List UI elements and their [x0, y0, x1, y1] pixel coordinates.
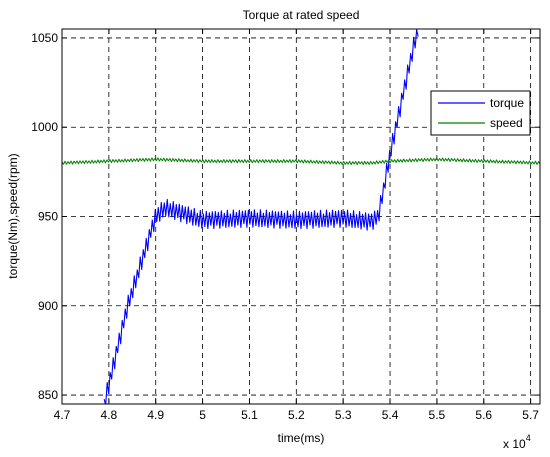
x-tick-label: 5.4: [382, 408, 399, 422]
y-axis-label: torque(Nm),speed(rpm): [6, 153, 20, 278]
y-tick-label: 900: [38, 299, 58, 313]
x-multiplier-base: x 10: [503, 437, 526, 451]
x-tick-label: 5.6: [475, 408, 492, 422]
legend-label-torque: torque: [490, 96, 524, 110]
x-tick-label: 5.2: [288, 408, 305, 422]
y-tick-label: 1000: [31, 120, 58, 134]
x-tick-labels: 4.7 4.8 4.9 5 5.1 5.2 5.3 5.4 5.5 5.6 5.7: [54, 408, 540, 422]
y-tick-label: 850: [38, 388, 58, 402]
y-tick-label: 950: [38, 210, 58, 224]
x-tick-label: 4.7: [54, 408, 71, 422]
x-tick-label: 4.8: [101, 408, 118, 422]
x-tick-label: 5.7: [522, 408, 539, 422]
legend-label-speed: speed: [490, 116, 523, 130]
x-multiplier-exponent: 4: [526, 433, 531, 443]
x-multiplier: x 104: [503, 433, 531, 451]
y-tick-label: 1050: [31, 31, 58, 45]
legend: torque speed: [430, 90, 531, 136]
legend-box: [430, 90, 531, 136]
x-tick-label: 5.3: [335, 408, 352, 422]
ticks: [61, 29, 540, 404]
series-layer: [62, 29, 540, 404]
x-tick-label: 4.9: [147, 408, 164, 422]
x-axis-label: time(ms): [278, 431, 325, 445]
chart-title: Torque at rated speed: [243, 8, 360, 22]
x-tick-label: 5.5: [429, 408, 446, 422]
x-tick-label: 5: [199, 408, 206, 422]
series-line-torque: [103, 29, 419, 404]
y-tick-labels: 850 900 950 1000 1050: [31, 31, 58, 402]
series-line-speed: [62, 157, 540, 166]
x-tick-label: 5.1: [241, 408, 258, 422]
